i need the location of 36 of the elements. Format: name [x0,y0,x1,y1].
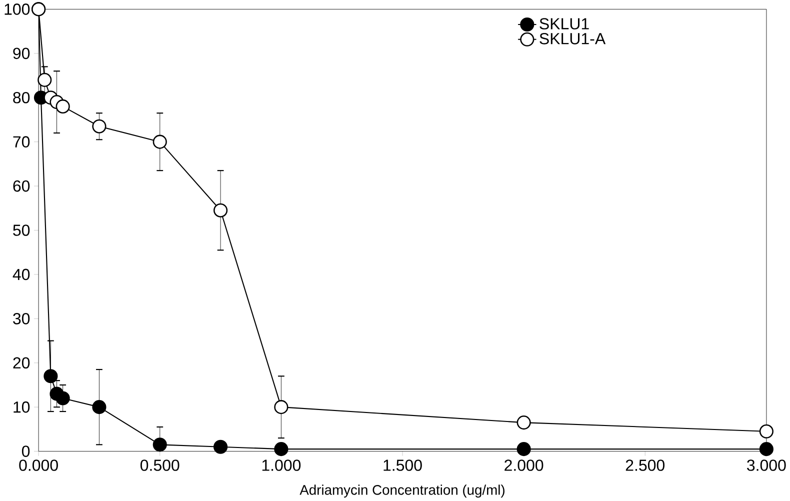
x-tick-label: 0.500 [140,460,180,471]
y-tick-label: 10 [14,401,30,413]
y-tick-label: 100 [4,3,30,15]
legend-label: SKLU1-A [540,32,606,44]
point [274,400,288,414]
y-tick-label: 50 [13,224,30,236]
x-tick-label: 2.000 [504,460,544,471]
point [213,203,228,218]
y-tick-label: 20 [13,357,30,368]
legend-label: SKLU1 [540,18,589,30]
point [274,442,288,456]
y-tick-label: 70 [13,136,30,148]
point [44,369,58,384]
point [759,442,774,456]
y-tick-label: 80 [13,92,30,104]
point [516,415,531,430]
point [152,438,167,452]
x-tick-label: 2.500 [626,460,664,471]
x-axis-title: Adriamycin Concentration (ug/ml) [300,484,504,498]
x-tick-label: 0.000 [19,460,58,471]
y-tick-label: 30 [13,312,30,324]
y-tick-label: 40 [12,268,30,280]
point [92,119,106,134]
x-tick-label: 3.000 [747,460,786,471]
point [38,72,52,87]
x-tick-label: 1.000 [262,460,301,471]
point [213,440,228,454]
point [152,134,167,149]
point [516,442,531,456]
y-tick-label: 90 [13,48,30,60]
point [759,424,774,438]
y-tick-label: 60 [13,180,30,192]
y-tick-label: 0 [22,446,30,457]
point [92,400,106,414]
x-tick-label: 1.500 [384,460,422,471]
point [56,99,70,114]
